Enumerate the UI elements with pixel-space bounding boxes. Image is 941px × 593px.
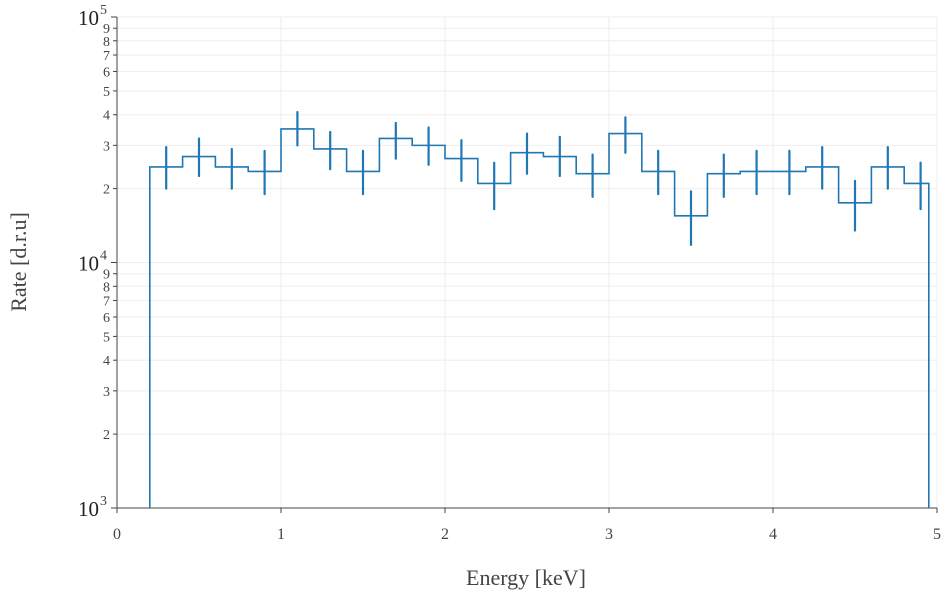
y-minor-tick-label: 7 — [103, 49, 110, 64]
y-minor-tick-label: 7 — [103, 295, 110, 310]
y-minor-tick-label: 9 — [103, 22, 110, 37]
y-minor-tick-label: 2 — [103, 428, 110, 443]
y-major-tick-exponent: 4 — [100, 249, 107, 264]
grid — [117, 16, 938, 509]
y-minor-tick-label: 5 — [103, 330, 110, 345]
plot-area — [149, 110, 930, 508]
y-axis-title: Rate [d.r.u] — [6, 212, 31, 312]
y-minor-tick-label: 3 — [103, 139, 110, 154]
y-major-tick-label: 10 — [78, 6, 99, 30]
y-minor-tick-label: 8 — [103, 35, 110, 50]
y-minor-tick-label: 6 — [103, 311, 110, 326]
x-axis: 0 1 2 3 4 5 — [113, 507, 941, 543]
y-major-tick-exponent: 5 — [100, 3, 107, 18]
y-major-tick-label: 10 — [78, 252, 99, 276]
y-minor-tick-label: 4 — [103, 109, 110, 124]
histogram-step-line — [149, 128, 930, 508]
x-axis-title: Energy [keV] — [466, 565, 586, 590]
y-minor-tick-label: 3 — [103, 385, 110, 400]
y-major-tick-exponent: 3 — [100, 494, 107, 509]
x-tick-label: 4 — [769, 526, 777, 543]
y-minor-tick-label: 2 — [103, 183, 110, 198]
x-tick-label: 5 — [933, 526, 941, 543]
y-minor-tick-label: 4 — [103, 354, 110, 369]
y-minor-tick-label: 9 — [103, 268, 110, 283]
y-minor-tick-label: 8 — [103, 280, 110, 295]
x-tick-label: 1 — [277, 526, 285, 543]
x-tick-label: 2 — [441, 526, 449, 543]
y-minor-tick-label: 5 — [103, 85, 110, 100]
y-major-tick-label: 10 — [78, 497, 99, 521]
y-minor-tick-label: 6 — [103, 65, 110, 80]
x-tick-label: 3 — [605, 526, 613, 543]
x-tick-label: 0 — [113, 526, 121, 543]
